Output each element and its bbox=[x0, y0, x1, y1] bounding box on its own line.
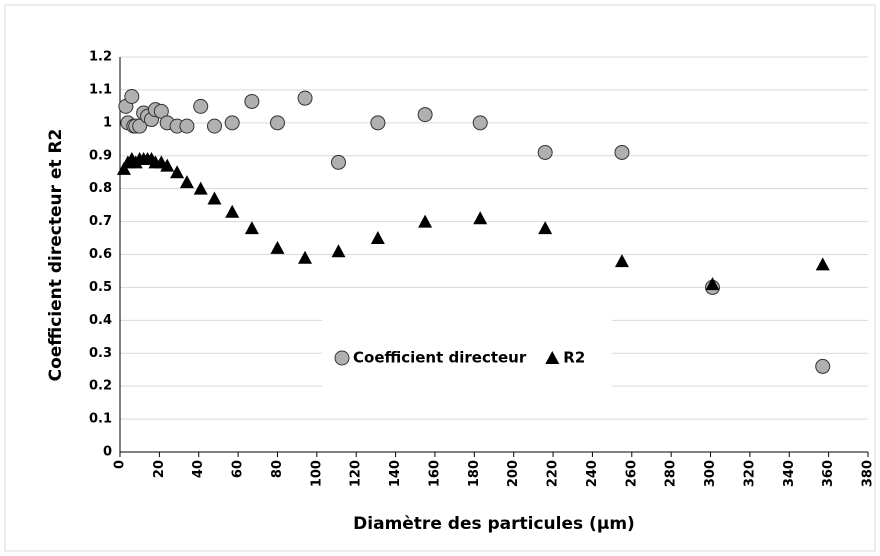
point bbox=[124, 89, 140, 104]
x-tick-label: 0 bbox=[113, 460, 128, 469]
point bbox=[417, 107, 433, 123]
point bbox=[473, 211, 488, 225]
point bbox=[537, 144, 553, 160]
x-tick-label: 300 bbox=[703, 460, 718, 487]
x-tick-label: 40 bbox=[191, 460, 206, 478]
x-tick-label: 320 bbox=[742, 460, 757, 487]
point bbox=[244, 93, 260, 109]
x-tick-label: 100 bbox=[309, 460, 324, 487]
point bbox=[298, 250, 313, 264]
y-tick-label: 0.1 bbox=[89, 412, 112, 427]
y-tick-label: 0 bbox=[103, 445, 112, 460]
legend-marker bbox=[334, 350, 350, 366]
legend-label: Coefficient directeur bbox=[353, 349, 527, 367]
point bbox=[179, 118, 195, 134]
x-tick-label: 160 bbox=[427, 460, 442, 487]
point bbox=[370, 231, 385, 245]
point bbox=[224, 115, 240, 131]
x-tick-label: 120 bbox=[349, 460, 364, 487]
x-tick-label: 220 bbox=[546, 460, 561, 487]
x-axis-title: Diamètre des particules (µm) bbox=[353, 514, 635, 534]
point bbox=[815, 257, 830, 271]
y-tick-label: 0.9 bbox=[89, 148, 112, 163]
point bbox=[225, 204, 240, 218]
point bbox=[331, 244, 346, 258]
y-tick-label: 1.2 bbox=[89, 50, 112, 65]
y-tick-label: 0.3 bbox=[89, 346, 112, 361]
chart-frame bbox=[4, 4, 876, 552]
x-tick-label: 20 bbox=[152, 460, 167, 478]
y-tick-label: 0.6 bbox=[89, 247, 112, 262]
point bbox=[170, 165, 185, 179]
x-tick-label: 200 bbox=[506, 460, 521, 487]
point bbox=[193, 98, 209, 114]
x-tick-label: 140 bbox=[388, 460, 403, 487]
point bbox=[614, 144, 630, 160]
point bbox=[815, 358, 831, 374]
x-tick-label: 240 bbox=[585, 460, 600, 487]
y-tick-label: 0.2 bbox=[89, 379, 112, 394]
x-tick-label: 340 bbox=[782, 460, 797, 487]
point bbox=[116, 161, 131, 175]
point bbox=[270, 240, 285, 254]
point bbox=[269, 115, 285, 131]
point bbox=[244, 221, 259, 235]
y-tick-label: 0.4 bbox=[89, 313, 112, 328]
x-tick-label: 280 bbox=[664, 460, 679, 487]
y-tick-label: 1 bbox=[103, 115, 112, 130]
legend-box bbox=[322, 316, 612, 400]
point bbox=[179, 175, 194, 189]
x-tick-label: 80 bbox=[270, 460, 285, 478]
point bbox=[472, 115, 488, 131]
point bbox=[160, 158, 175, 172]
point bbox=[193, 181, 208, 195]
point bbox=[538, 221, 553, 235]
point bbox=[206, 118, 222, 134]
point bbox=[330, 154, 346, 170]
x-tick-label: 360 bbox=[821, 460, 836, 487]
point bbox=[370, 115, 386, 131]
x-tick-label: 260 bbox=[624, 460, 639, 487]
x-tick-label: 180 bbox=[467, 460, 482, 487]
x-tick-label: 380 bbox=[861, 460, 876, 487]
y-tick-label: 0.7 bbox=[89, 214, 112, 229]
y-tick-label: 0.5 bbox=[89, 280, 112, 295]
legend-marker bbox=[545, 351, 560, 364]
x-tick-label: 60 bbox=[231, 460, 246, 478]
point bbox=[297, 90, 313, 106]
y-tick-label: 1.1 bbox=[89, 82, 112, 97]
point bbox=[614, 254, 629, 268]
point bbox=[705, 277, 720, 291]
point bbox=[207, 191, 222, 205]
y-tick-label: 0.8 bbox=[89, 181, 112, 196]
y-axis-title: Coefficient directeur et R2 bbox=[46, 129, 66, 382]
legend-label: R2 bbox=[563, 349, 585, 367]
point bbox=[418, 214, 433, 228]
